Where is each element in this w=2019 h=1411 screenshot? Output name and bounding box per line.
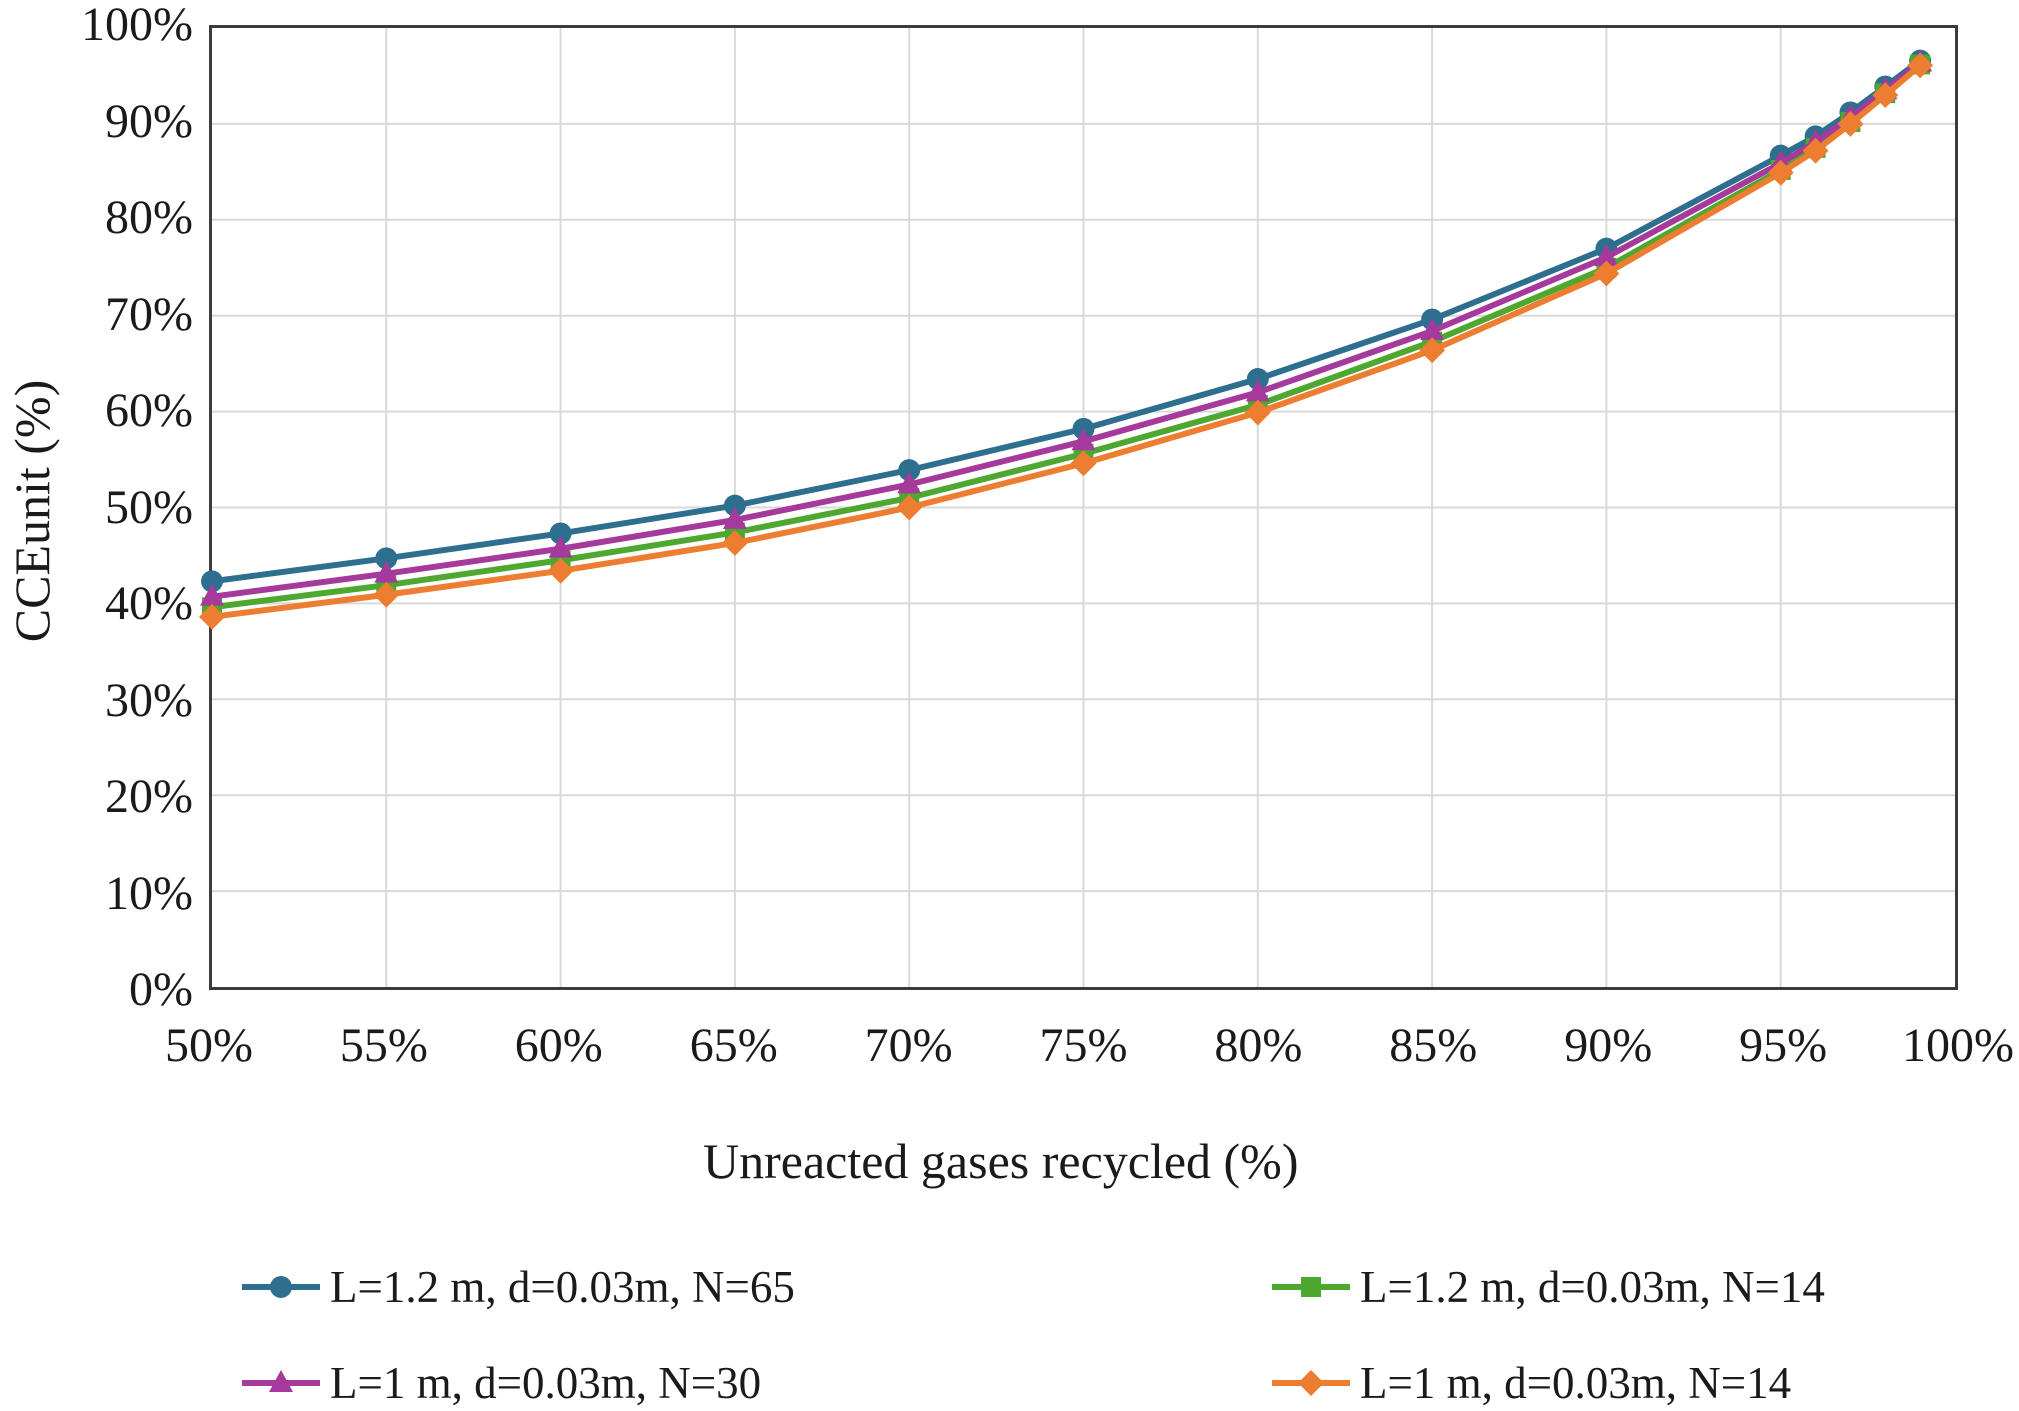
plot-canvas [199,28,1955,987]
legend-label: L=1 m, d=0.03m, N=14 [1360,1358,1792,1408]
x-tick-label: 70% [864,1019,953,1072]
triangle-marker [722,507,747,529]
triangle-marker [548,535,573,558]
circle-marker [201,570,223,593]
legend-label: L=1.2 m, d=0.03m, N=65 [330,1262,795,1312]
triangle-marker [1420,318,1445,340]
legend-marker [1272,1370,1350,1396]
diamond-marker [1907,52,1934,79]
diamond-marker [1837,110,1864,137]
x-tick-label: 55% [339,1019,428,1072]
y-tick-label: 70% [105,287,193,341]
y-tick-label: 90% [105,94,193,148]
circle-marker [375,547,398,570]
x-tick-label: 75% [1039,1019,1128,1072]
legend-item: L=1 m, d=0.03m, N=14 [1272,1355,1791,1411]
x-tick-label: 100% [1902,1019,2014,1072]
legend-marker [242,1370,320,1392]
diamond-marker [1593,260,1620,287]
x-tick-label: 85% [1389,1019,1478,1072]
diamond-marker [1802,137,1829,164]
diamond-marker [896,494,923,521]
legend-label: L=1 m, d=0.03m, N=30 [330,1358,762,1408]
x-tick-label: 60% [514,1019,603,1072]
circle-marker [270,1276,292,1298]
triangle-marker [1071,428,1096,451]
x-axis-title: Unreacted gases recycled (%) [703,1133,1299,1189]
legend-item: L=1.2 m, d=0.03m, N=14 [1272,1259,1825,1315]
triangle-marker [1594,244,1619,267]
plot-area [199,25,1958,990]
triangle-marker [897,471,922,494]
circle-marker [723,494,746,517]
legend-marker [242,1276,320,1298]
series-3 [199,52,1934,630]
y-tick-label: 30% [105,673,193,727]
y-tick-label: 50% [105,480,193,534]
series-line [209,59,1924,600]
legend-label: L=1.2 m, d=0.03m, N=14 [1360,1262,1825,1312]
diamond-marker [1419,337,1446,364]
diamond-marker [547,557,574,584]
diamond-marker [721,530,748,556]
y-tick-label: 100% [81,0,193,51]
x-tick-label: 95% [1739,1019,1828,1072]
triangle-marker [374,560,399,583]
y-tick-label: 0% [129,963,193,1016]
triangle-marker [200,583,224,606]
x-tick-label: 80% [1214,1019,1303,1072]
y-tick-label: 40% [105,577,193,630]
x-tick-label: 50% [165,1019,253,1072]
series-line [209,61,1924,611]
legend-item: L=1 m, d=0.03m, N=30 [242,1355,761,1411]
series-0 [201,49,1932,593]
legend-item: L=1.2 m, d=0.03m, N=65 [242,1259,795,1315]
y-tick-label: 60% [105,384,193,437]
legend-marker [1272,1277,1350,1297]
circle-marker [898,459,921,482]
triangle-marker [269,1370,293,1392]
x-tick-label: 65% [689,1019,778,1072]
diamond-marker [1244,399,1271,426]
square-marker [1301,1277,1321,1297]
diamond-marker [1767,159,1794,186]
circle-marker [1246,368,1269,390]
diamond-marker [199,603,225,630]
triangle-marker [1245,379,1270,402]
x-tick-label: 90% [1564,1019,1653,1072]
series-line [209,62,1924,620]
circle-marker [549,522,572,545]
series-line [209,57,1924,585]
series-2 [200,49,1933,606]
y-tick-label: 20% [105,770,193,823]
diamond-marker [1070,450,1097,477]
y-tick-label: 10% [105,866,193,920]
diamond-marker [1298,1370,1324,1396]
series-1 [202,54,1931,618]
y-tick-label: 80% [105,191,193,244]
